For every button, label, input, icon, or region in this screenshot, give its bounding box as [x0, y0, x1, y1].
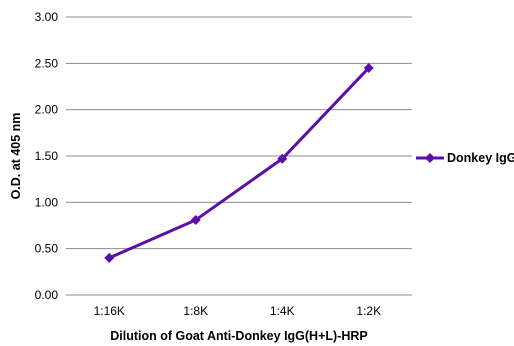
y-tick-label: 2.00: [35, 103, 59, 117]
x-tick-label: 1:2K: [356, 304, 381, 318]
legend-marker: [425, 153, 435, 163]
x-tick-label: 1:8K: [183, 304, 208, 318]
data-point-marker: [190, 214, 201, 225]
series-line: [108, 66, 370, 260]
data-point-marker: [277, 153, 288, 164]
series-group: [104, 62, 374, 263]
x-tick-label: 1:4K: [270, 304, 295, 318]
y-tick-label: 1.00: [35, 195, 59, 209]
data-point-marker: [104, 252, 115, 263]
y-tick-label: 2.50: [35, 56, 59, 70]
gridlines: [66, 16, 412, 250]
legend: Donkey IgG: [416, 151, 514, 165]
x-tick-label: 1:16K: [94, 304, 125, 318]
data-point-marker: [363, 62, 374, 73]
y-tick-label: 3.00: [35, 10, 59, 24]
y-tick-label: 0.50: [35, 242, 59, 256]
x-axis-title: Dilution of Goat Anti-Donkey IgG(H+L)-HR…: [110, 329, 368, 343]
y-tick-label: 1.50: [35, 149, 59, 163]
legend-label: Donkey IgG: [447, 151, 514, 165]
y-axis-ticks: 0.00 0.50 1.00 1.50 2.00 2.50 3.00: [35, 10, 59, 302]
y-axis-title: O.D. at 405 nm: [9, 113, 23, 200]
x-axis-ticks: 1:16K 1:8K 1:4K 1:2K: [94, 304, 382, 318]
y-tick-label: 0.00: [35, 288, 59, 302]
